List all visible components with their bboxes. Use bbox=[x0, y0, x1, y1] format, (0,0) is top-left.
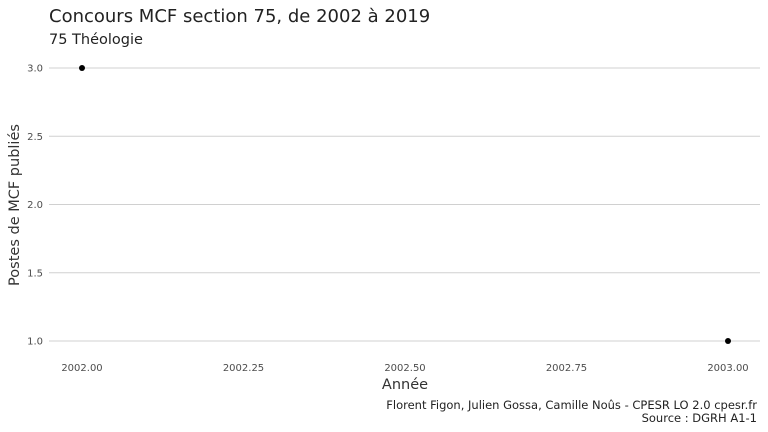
y-tick-label: 1.5 bbox=[27, 268, 43, 279]
chart-title: Concours MCF section 75, de 2002 à 2019 bbox=[49, 6, 430, 27]
chart-subtitle: 75 Théologie bbox=[49, 32, 143, 48]
y-tick-label: 3.0 bbox=[27, 64, 43, 75]
x-tick-label: 2002.75 bbox=[546, 363, 587, 374]
data-points bbox=[79, 65, 731, 344]
y-tick-label: 2.0 bbox=[27, 200, 43, 211]
x-tick-label: 2003.00 bbox=[707, 363, 748, 374]
caption-source: Source : DGRH A1-1 bbox=[642, 411, 757, 425]
gridlines bbox=[49, 67, 760, 342]
x-axis-title: Année bbox=[382, 377, 428, 393]
x-tick-label: 2002.00 bbox=[61, 363, 102, 374]
x-tick-label: 2002.50 bbox=[384, 363, 425, 374]
caption-credits: Florent Figon, Julien Gossa, Camille Noû… bbox=[386, 398, 757, 412]
y-tick-label: 2.5 bbox=[27, 132, 43, 143]
x-tick-label: 2002.25 bbox=[223, 363, 264, 374]
y-axis-ticks: 1.0 1.5 2.0 2.5 3.0 bbox=[27, 64, 43, 348]
data-point bbox=[725, 338, 731, 344]
data-point bbox=[79, 65, 85, 71]
x-axis-ticks: 2002.00 2002.25 2002.50 2002.75 2003.00 bbox=[61, 363, 748, 374]
y-axis-title: Postes de MCF publiés bbox=[7, 124, 23, 286]
y-tick-label: 1.0 bbox=[27, 337, 43, 348]
